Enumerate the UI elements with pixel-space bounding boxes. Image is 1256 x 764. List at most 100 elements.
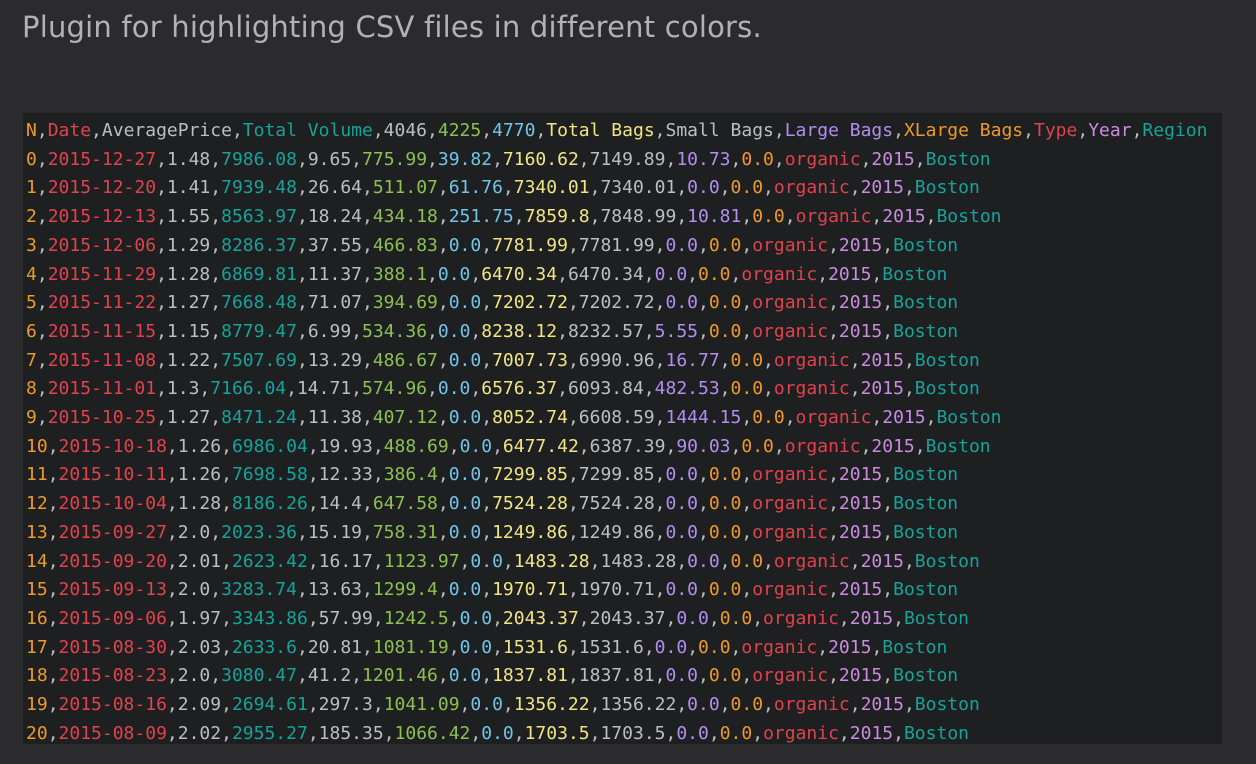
- csv-separator: ,: [296, 292, 308, 314]
- csv-separator: ,: [914, 148, 926, 170]
- csv-separator: ,: [903, 177, 915, 199]
- csv-separator: ,: [448, 636, 460, 658]
- csv-cell: organic: [741, 263, 818, 285]
- csv-cell: organic: [752, 493, 829, 515]
- csv-separator: ,: [481, 234, 493, 256]
- csv-data-line: 7,2015-11-08,1.22,7507.69,13.29,486.67,0…: [26, 347, 1222, 376]
- csv-cell: 0.0: [708, 234, 742, 256]
- csv-separator: ,: [698, 579, 709, 601]
- csv-separator: ,: [698, 320, 709, 342]
- csv-cell: 7: [26, 349, 37, 371]
- csv-cell: 1.27: [166, 407, 211, 429]
- csv-separator: ,: [719, 694, 731, 716]
- csv-separator: ,: [687, 263, 698, 285]
- csv-cell: 16.17: [318, 550, 373, 572]
- csv-separator: ,: [362, 177, 373, 199]
- csv-cell: 1531.6: [502, 636, 568, 658]
- csv-cell: Boston: [914, 349, 980, 371]
- csv-cell: 388.1: [372, 263, 428, 285]
- csv-cell: 19.93: [318, 435, 373, 457]
- csv-cell: 2.0: [177, 521, 211, 543]
- csv-separator: ,: [307, 464, 319, 486]
- csv-separator: ,: [654, 493, 666, 515]
- csv-separator: ,: [36, 120, 48, 141]
- csv-separator: ,: [643, 263, 655, 285]
- csv-cell: 2015: [860, 694, 904, 716]
- csv-cell: 15.19: [307, 521, 362, 543]
- csv-separator: ,: [47, 636, 59, 658]
- csv-header-line: N,Date,AveragePrice,Total Volume,4046,42…: [26, 117, 1222, 146]
- csv-separator: ,: [828, 292, 839, 314]
- csv-cell: 2043.37: [589, 607, 666, 629]
- csv-cell: 2015: [849, 607, 894, 629]
- csv-separator: ,: [828, 464, 839, 486]
- csv-cell: 2015-08-09: [58, 722, 167, 744]
- csv-separator: ,: [362, 292, 373, 314]
- csv-cell: 17: [26, 636, 48, 658]
- csv-separator: ,: [654, 234, 666, 256]
- csv-cell: 0.0: [708, 292, 742, 314]
- csv-separator: ,: [362, 349, 373, 371]
- csv-cell: 11: [26, 464, 48, 486]
- csv-separator: ,: [296, 177, 308, 199]
- csv-separator: ,: [741, 407, 753, 429]
- csv-separator: ,: [698, 521, 709, 543]
- csv-cell: 8563.97: [221, 206, 297, 228]
- csv-separator: ,: [567, 521, 579, 543]
- csv-separator: ,: [567, 349, 579, 371]
- csv-separator: ,: [676, 550, 688, 572]
- csv-separator: ,: [557, 263, 568, 285]
- csv-separator: ,: [730, 636, 742, 658]
- csv-cell: 1242.5: [383, 607, 449, 629]
- csv-cell: 2015-11-29: [47, 263, 157, 285]
- csv-separator: ,: [47, 493, 59, 515]
- csv-separator: ,: [372, 694, 384, 716]
- csv-separator: ,: [221, 435, 232, 457]
- csv-cell: 0: [26, 148, 37, 170]
- csv-cell: 2015-12-27: [47, 148, 157, 170]
- csv-cell: 1.28: [166, 263, 211, 285]
- csv-cell: 1.26: [177, 464, 222, 486]
- csv-header-cell: 4225: [437, 120, 482, 141]
- csv-separator: ,: [773, 148, 785, 170]
- csv-separator: ,: [448, 435, 460, 457]
- csv-cell: 0.0: [448, 234, 482, 256]
- csv-header-cell: 4770: [492, 120, 536, 141]
- csv-cell: Boston: [893, 493, 959, 515]
- csv-cell: 0.0: [437, 263, 471, 285]
- csv-cell: 7160.62: [502, 148, 579, 170]
- csv-separator: ,: [871, 206, 883, 228]
- csv-separator: ,: [372, 464, 384, 486]
- csv-cell: 0.0: [470, 550, 503, 572]
- csv-separator: ,: [47, 521, 59, 543]
- csv-separator: ,: [362, 234, 373, 256]
- csv-cell: 11.37: [307, 263, 362, 285]
- csv-cell: 2015: [871, 435, 915, 457]
- csv-separator: ,: [492, 607, 503, 629]
- csv-separator: ,: [459, 694, 471, 716]
- csv-cell: 7507.69: [221, 349, 297, 371]
- csv-cell: 0.0: [448, 407, 482, 429]
- csv-separator: ,: [752, 607, 764, 629]
- csv-separator: ,: [296, 349, 308, 371]
- csv-separator: ,: [589, 722, 601, 744]
- csv-cell: 0.0: [459, 435, 493, 457]
- csv-cell: 486.67: [372, 349, 438, 371]
- csv-separator: ,: [882, 521, 894, 543]
- csv-separator: ,: [296, 148, 308, 170]
- csv-cell: 2015: [828, 636, 872, 658]
- csv-cell: organic: [752, 234, 829, 256]
- csv-cell: 0.0: [719, 607, 753, 629]
- csv-cell: 41.2: [307, 665, 352, 687]
- csv-cell: 0.0: [730, 694, 764, 716]
- csv-separator: ,: [296, 263, 308, 285]
- csv-data-line: 13,2015-09-27,2.0,2023.36,15.19,758.31,0…: [26, 519, 1222, 548]
- csv-cell: 7340.01: [513, 177, 590, 199]
- csv-cell: 1.97: [177, 607, 222, 629]
- csv-separator: ,: [481, 464, 493, 486]
- csv-cell: 0.0: [708, 579, 742, 601]
- csv-data-line: 14,2015-09-20,2.01,2623.42,16.17,1123.97…: [26, 548, 1222, 577]
- csv-separator: ,: [654, 407, 666, 429]
- csv-cell: 2015-12-13: [47, 206, 157, 228]
- csv-cell: 434.18: [372, 206, 438, 228]
